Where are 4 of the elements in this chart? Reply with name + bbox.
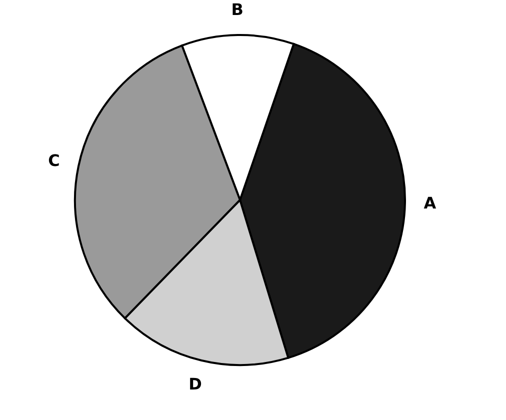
slice-label: B	[231, 0, 244, 20]
slice-label: A	[424, 193, 437, 212]
slice-label: D	[188, 374, 202, 394]
slice-label: C	[48, 151, 60, 170]
